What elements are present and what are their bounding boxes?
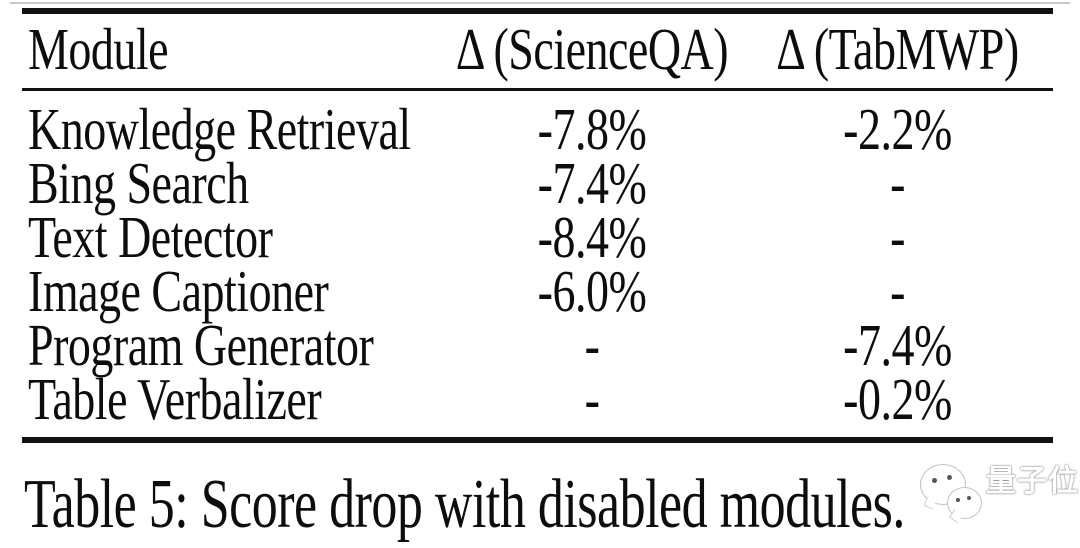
module-name: Program Generator bbox=[28, 311, 374, 378]
bubble-eye bbox=[947, 475, 952, 480]
bubble-eye bbox=[932, 478, 937, 483]
column-header-module-label: Module bbox=[28, 15, 169, 82]
bubble-tail bbox=[923, 496, 937, 510]
scienceqa-value: -6.0% bbox=[537, 257, 647, 324]
scienceqa-value-cell: - bbox=[442, 369, 742, 429]
scienceqa-value-cell: - bbox=[442, 315, 742, 375]
bubble-eye bbox=[956, 498, 960, 502]
module-name: Knowledge Retrieval bbox=[28, 95, 411, 162]
qbitai-watermark: 量子位 bbox=[914, 456, 1080, 530]
small-chat-bubble-icon bbox=[947, 487, 982, 523]
tabmwp-value: -2.2% bbox=[843, 95, 952, 162]
module-name-cell: Knowledge Retrieval bbox=[22, 99, 442, 159]
scienceqa-value: -8.4% bbox=[537, 203, 647, 270]
tabmwp-value: - bbox=[890, 149, 905, 216]
table-row: Text Detector -8.4% - bbox=[22, 207, 1053, 267]
table-body: Knowledge Retrieval -7.8% -2.2% Bing Sea… bbox=[22, 99, 1053, 429]
scienceqa-value-cell: -8.4% bbox=[442, 207, 742, 267]
tabmwp-value-cell: - bbox=[742, 207, 1053, 267]
scienceqa-value-cell: -7.8% bbox=[442, 99, 742, 159]
tabmwp-value-cell: -2.2% bbox=[742, 99, 1053, 159]
module-name-cell: Bing Search bbox=[22, 153, 442, 213]
scienceqa-value: - bbox=[584, 311, 600, 378]
chat-bubbles-logo-icon bbox=[920, 462, 990, 524]
table-row: Bing Search -7.4% - bbox=[22, 153, 1053, 213]
table-caption-text: Table 5: Score drop with disabled module… bbox=[24, 466, 905, 544]
column-header-scienceqa-label: Δ (ScienceQA) bbox=[455, 15, 729, 82]
module-name: Bing Search bbox=[28, 149, 249, 216]
tabmwp-value: - bbox=[890, 203, 905, 270]
tabmwp-value: -0.2% bbox=[843, 365, 952, 432]
column-header-scienceqa: Δ (ScienceQA) bbox=[442, 19, 742, 79]
bubble-eye bbox=[967, 496, 971, 500]
tabmwp-value-cell: -7.4% bbox=[742, 315, 1053, 375]
module-name: Table Verbalizer bbox=[28, 365, 322, 432]
module-name: Text Detector bbox=[28, 203, 273, 270]
table-row: Table Verbalizer - -0.2% bbox=[22, 369, 1053, 429]
tabmwp-value: - bbox=[890, 257, 905, 324]
watermark-text: 量子位 bbox=[986, 465, 1079, 498]
bubble-tail bbox=[949, 509, 963, 523]
module-name-cell: Image Captioner bbox=[22, 261, 442, 321]
column-header-module: Module bbox=[22, 19, 442, 79]
scienceqa-value: -7.4% bbox=[537, 149, 647, 216]
module-name-cell: Text Detector bbox=[22, 207, 442, 267]
scienceqa-value-cell: -7.4% bbox=[442, 153, 742, 213]
column-header-tabmwp: Δ (TabMWP) bbox=[742, 19, 1053, 79]
scienceqa-value: - bbox=[584, 365, 600, 432]
module-name-cell: Program Generator bbox=[22, 315, 442, 375]
module-name: Image Captioner bbox=[28, 257, 329, 324]
faint-top-border bbox=[10, 2, 1070, 4]
tabmwp-value-cell: - bbox=[742, 153, 1053, 213]
table-header-row: Module Δ (ScienceQA) Δ (TabMWP) bbox=[22, 16, 1053, 84]
module-name-cell: Table Verbalizer bbox=[22, 369, 442, 429]
scienceqa-value-cell: -6.0% bbox=[442, 261, 742, 321]
tabmwp-value-cell: -0.2% bbox=[742, 369, 1053, 429]
table-bottom-rule bbox=[22, 437, 1053, 443]
tabmwp-value-cell: - bbox=[742, 261, 1053, 321]
table-row: Knowledge Retrieval -7.8% -2.2% bbox=[22, 99, 1053, 159]
column-header-tabmwp-label: Δ (TabMWP) bbox=[776, 15, 1019, 82]
table-row: Program Generator - -7.4% bbox=[22, 315, 1053, 375]
table-row: Image Captioner -6.0% - bbox=[22, 261, 1053, 321]
tabmwp-value: -7.4% bbox=[843, 311, 952, 378]
table-mid-rule bbox=[22, 88, 1053, 91]
table-top-rule bbox=[22, 8, 1053, 14]
table-caption: Table 5: Score drop with disabled module… bbox=[24, 470, 1078, 542]
scienceqa-value: -7.8% bbox=[537, 95, 647, 162]
